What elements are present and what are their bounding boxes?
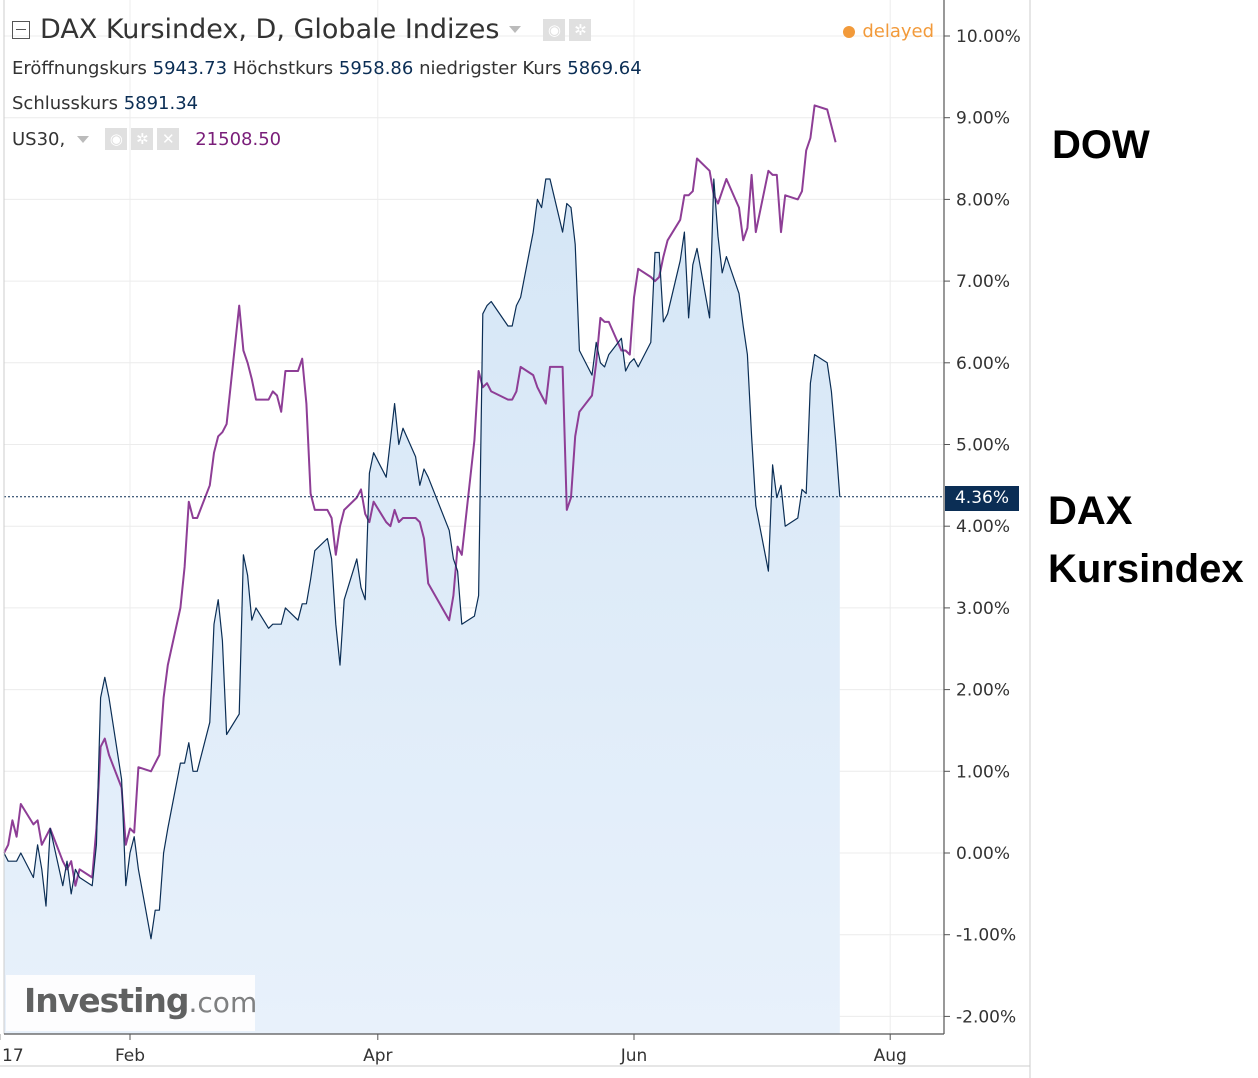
y-tick-label: 7.00%: [956, 272, 1010, 292]
y-tick-label: 6.00%: [956, 354, 1010, 374]
series-lines: [3, 104, 944, 940]
compare-symbol[interactable]: US30,: [12, 128, 66, 150]
low-value: 5869.64: [567, 58, 642, 79]
delayed-badge: delayed: [843, 21, 934, 42]
dax-area: [4, 179, 840, 1034]
compare-row: US30, ◉ ✲ ✕ 21508.50: [12, 128, 281, 150]
y-tick-label: 9.00%: [956, 109, 1010, 129]
x-tick-label: Aug: [874, 1046, 907, 1066]
ohlc-row-1: Eröffnungskurs 5943.73 Höchstkurs 5958.8…: [12, 58, 642, 79]
collapse-icon[interactable]: [12, 20, 30, 39]
y-tick-label: 10.00%: [956, 27, 1021, 47]
gear-icon[interactable]: ✲: [131, 128, 154, 150]
chevron-down-icon[interactable]: [509, 26, 522, 33]
ohlc-row-2: Schlusskurs 5891.34: [12, 93, 198, 114]
logo-suffix: .com: [188, 986, 258, 1019]
y-tick-label: 8.00%: [956, 190, 1010, 210]
close-icon[interactable]: ✕: [157, 128, 180, 150]
close-value: 5891.34: [123, 93, 199, 114]
status-dot-icon: [843, 25, 856, 38]
last-value-tag: 4.36%: [945, 486, 1019, 511]
x-tick-label: Apr: [363, 1046, 392, 1066]
y-tick-label: 1.00%: [956, 762, 1010, 782]
open-label: Eröffnungskurs: [12, 58, 147, 79]
y-tick-label: -1.00%: [956, 926, 1016, 946]
high-label: Höchstkurs: [232, 58, 334, 79]
dax-annotation-line1: DAX: [1048, 489, 1133, 533]
investing-logo: Investing.com: [6, 975, 257, 1031]
x-tick-label: Jun: [620, 1046, 648, 1066]
dax-area-fill: [4, 179, 840, 1034]
y-tick-label: 2.00%: [956, 681, 1010, 701]
eye-icon[interactable]: ◉: [105, 128, 128, 150]
x-tick-label: 17: [2, 1046, 24, 1066]
chart-title[interactable]: DAX Kursindex, D, Globale Indizes: [40, 14, 500, 45]
x-tick-label: Feb: [115, 1046, 145, 1066]
logo-main: Investing: [24, 981, 190, 1020]
delayed-label: delayed: [862, 21, 934, 42]
dow-series-line: [3, 104, 837, 887]
axes: 10.00% 9.00% 8.00% 7.00% 6.00% 5.00% 4.00% 3.00…: [0, 0, 1031, 1078]
compare-value: 21508.50: [195, 128, 282, 150]
chevron-down-icon[interactable]: [77, 135, 90, 143]
chart-title-row: DAX Kursindex, D, Globale Indizes ◉ ✲: [12, 14, 592, 45]
gear-icon[interactable]: ✲: [569, 18, 592, 41]
open-value: 5943.73: [152, 58, 228, 79]
close-label: Schlusskurs: [12, 93, 118, 114]
y-tick-label: -2.00%: [956, 1007, 1016, 1027]
y-tick-label: 0.00%: [956, 844, 1010, 864]
low-label: niedrigster Kurs: [419, 58, 562, 79]
dow-annotation: DOW: [1052, 123, 1150, 167]
dax-annotation-line2: Kursindex: [1048, 547, 1244, 591]
eye-icon[interactable]: ◉: [543, 18, 566, 41]
dax-series-line: [3, 178, 841, 940]
y-tick-label: 5.00%: [956, 436, 1010, 456]
high-value: 5958.86: [338, 58, 414, 79]
y-tick-label: 4.00%: [956, 517, 1010, 537]
logo-text: Investing.com: [24, 981, 257, 1020]
y-tick-label: 3.00%: [956, 599, 1010, 619]
